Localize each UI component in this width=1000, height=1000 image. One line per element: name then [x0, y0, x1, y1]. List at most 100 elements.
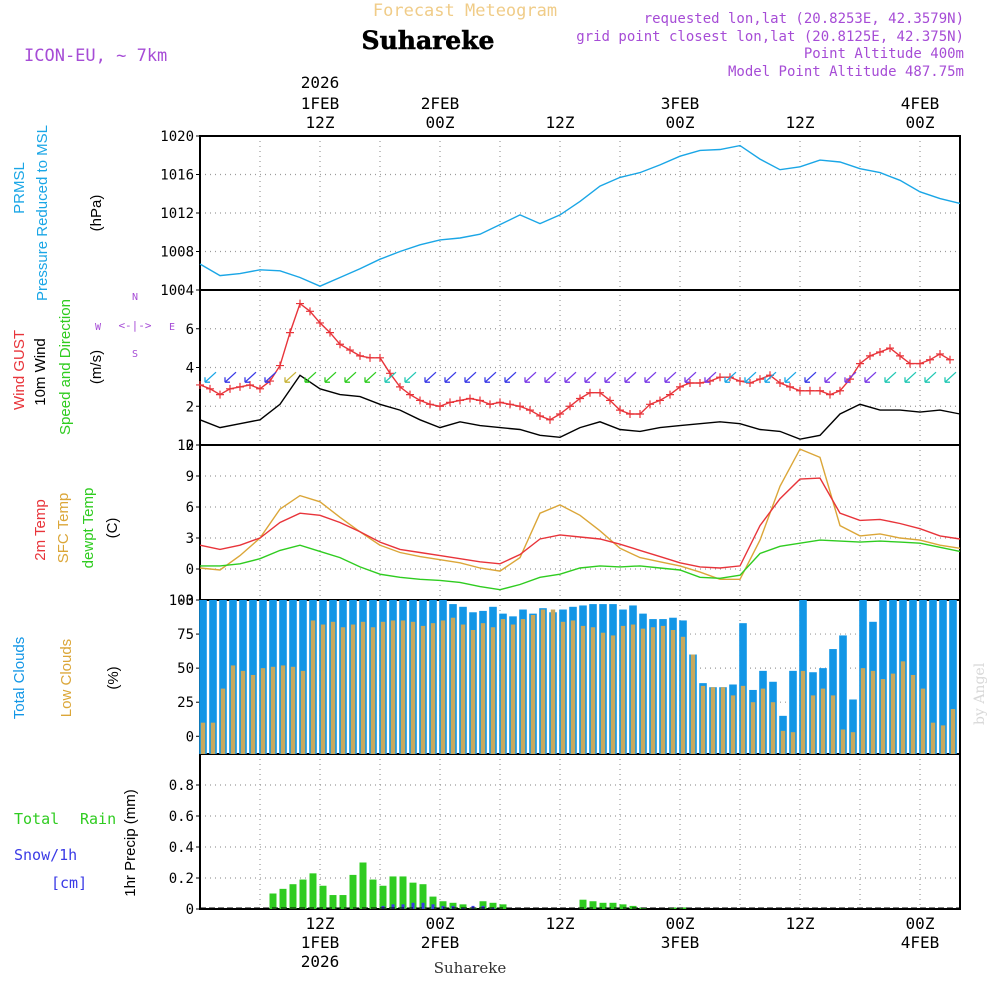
- wind-direction-arrow: [304, 371, 317, 383]
- requested-coords: requested lon,lat (20.8253E, 42.3579N): [644, 11, 964, 27]
- y-tick-label: 2: [186, 399, 194, 415]
- gust-marker: [426, 400, 434, 409]
- low-cloud-bar: [600, 632, 606, 754]
- rain-bar: [339, 895, 347, 909]
- bottom-axis-label: 12Z: [546, 914, 575, 933]
- low-cloud-bar: [780, 730, 786, 754]
- low-cloud-bar: [550, 609, 556, 754]
- rain-bar: [289, 884, 297, 909]
- series-prmsl: [199, 144, 961, 287]
- low-cloud-bar: [830, 695, 836, 754]
- snow-bar: [451, 905, 455, 909]
- label-10m-wind: 10m Wind: [32, 338, 49, 406]
- low-cloud-bar: [420, 625, 426, 754]
- location-title: Suhareke: [362, 26, 495, 55]
- wind-direction-arrow: [704, 371, 717, 383]
- temp-labels: 2m Temp SFC Temp dewpt Temp (C): [32, 488, 121, 569]
- low-cloud-bar: [240, 670, 246, 754]
- low-cloud-bar: [810, 695, 816, 754]
- wind-direction-arrow: [544, 371, 557, 383]
- bottom-axis-label: 00Z: [426, 914, 455, 933]
- gust-marker: [806, 386, 814, 395]
- model-label: ICON-EU, ~ 7km: [24, 46, 167, 66]
- low-cloud-bar: [400, 620, 406, 754]
- wind-direction-arrow: [564, 371, 577, 383]
- low-cloud-bar: [540, 609, 546, 754]
- rain-bar: [439, 901, 447, 909]
- low-cloud-bar: [380, 621, 386, 754]
- bottom-axis-label: 00Z: [906, 914, 935, 933]
- low-cloud-bar: [950, 709, 956, 754]
- gust-marker: [656, 396, 664, 405]
- low-cloud-bar: [460, 624, 466, 754]
- low-cloud-bar: [720, 687, 726, 754]
- gust-marker: [296, 299, 304, 308]
- wind-direction-arrow: [684, 371, 697, 383]
- gust-marker: [616, 406, 624, 415]
- gust-marker: [916, 359, 924, 368]
- bottom-axis-label: 1FEB: [301, 933, 340, 952]
- rain-bar: [329, 895, 337, 909]
- low-cloud-bar: [480, 623, 486, 754]
- low-cloud-bar: [320, 624, 326, 754]
- low-cloud-bar: [940, 725, 946, 754]
- rain-bar: [409, 882, 417, 909]
- label-total: Total: [14, 810, 59, 828]
- low-cloud-bar: [840, 729, 846, 754]
- snow-bar: [471, 905, 475, 909]
- gust-marker: [686, 379, 694, 387]
- low-cloud-bar: [230, 665, 236, 754]
- gust-marker: [636, 410, 644, 418]
- snow-bar: [391, 904, 395, 909]
- gust-marker: [546, 415, 554, 424]
- gust-marker: [416, 396, 424, 405]
- low-cloud-bar: [910, 674, 916, 754]
- gust-marker: [866, 351, 874, 360]
- snow-bar: [431, 904, 435, 909]
- low-cloud-bar: [740, 685, 746, 754]
- label-ms: (m/s): [88, 350, 105, 384]
- gust-marker: [526, 406, 534, 415]
- gust-marker: [816, 386, 824, 395]
- y-tick-label: 25: [177, 695, 194, 711]
- wind-direction-arrow: [204, 371, 217, 383]
- wind-direction-arrow: [364, 371, 377, 383]
- top-axis-label: 00Z: [426, 113, 455, 132]
- low-cloud-bar: [710, 687, 716, 754]
- low-cloud-bar: [340, 627, 346, 754]
- gust-marker: [836, 386, 844, 395]
- compass-north: N: [132, 292, 138, 303]
- compass-arrows: <-|->: [118, 319, 151, 332]
- top-axis-label: 12Z: [306, 113, 335, 132]
- rain-bar: [319, 885, 327, 909]
- wind-direction-arrow: [224, 371, 237, 383]
- low-cloud-bar: [390, 620, 396, 754]
- label-hpa: (hPa): [88, 195, 105, 232]
- low-cloud-bar: [270, 666, 276, 754]
- gust-marker: [646, 400, 654, 409]
- model-altitude: Model Point Altitude 487.75m: [728, 64, 964, 80]
- gust-marker: [796, 386, 804, 395]
- snow-bar: [401, 904, 405, 909]
- wind-direction-arrow: [404, 371, 417, 383]
- low-cloud-bar: [800, 670, 806, 754]
- y-tick-label: 6: [186, 500, 194, 516]
- gust-marker: [376, 353, 384, 362]
- wind-compass: N <-|-> W E S: [95, 292, 175, 360]
- gust-marker: [476, 396, 484, 405]
- gust-marker: [876, 348, 884, 356]
- gust-marker: [346, 346, 354, 355]
- low-cloud-bar: [620, 625, 626, 754]
- rain-bar: [619, 904, 627, 909]
- rain-bar: [399, 876, 407, 909]
- y-tick-label: 0.4: [169, 840, 194, 856]
- total-cloud-bar: [879, 600, 887, 754]
- gust-marker: [596, 388, 604, 397]
- y-tick-label: 75: [177, 627, 194, 643]
- label-sfc-temp: SFC Temp: [55, 493, 72, 564]
- top-axis-label: 4FEB: [901, 94, 940, 113]
- gust-marker: [886, 344, 894, 353]
- label-rain: Rain: [80, 810, 116, 828]
- compass-south: S: [132, 349, 138, 360]
